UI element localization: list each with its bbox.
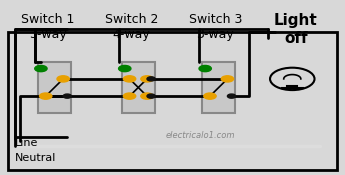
- Text: Line: Line: [15, 138, 38, 148]
- Circle shape: [221, 76, 234, 82]
- Text: Switch 3
3-way: Switch 3 3-way: [189, 13, 242, 41]
- FancyBboxPatch shape: [8, 32, 337, 170]
- Circle shape: [141, 93, 153, 99]
- Text: Switch 1
3-way: Switch 1 3-way: [21, 13, 74, 41]
- Circle shape: [35, 65, 47, 72]
- Circle shape: [63, 94, 71, 98]
- Circle shape: [40, 93, 52, 99]
- Circle shape: [124, 93, 136, 99]
- Circle shape: [147, 77, 155, 81]
- Circle shape: [204, 93, 216, 99]
- Circle shape: [227, 94, 236, 98]
- Circle shape: [147, 94, 155, 98]
- Circle shape: [199, 65, 211, 72]
- Text: Light
off: Light off: [274, 13, 318, 46]
- Text: Switch 2
4-way: Switch 2 4-way: [105, 13, 158, 41]
- Text: electricalo1.com: electricalo1.com: [165, 131, 235, 140]
- FancyBboxPatch shape: [38, 62, 71, 113]
- FancyBboxPatch shape: [122, 62, 155, 113]
- Circle shape: [119, 65, 131, 72]
- Circle shape: [57, 76, 69, 82]
- Circle shape: [124, 76, 136, 82]
- Text: Neutral: Neutral: [15, 153, 57, 163]
- FancyBboxPatch shape: [203, 62, 235, 113]
- Circle shape: [141, 76, 153, 82]
